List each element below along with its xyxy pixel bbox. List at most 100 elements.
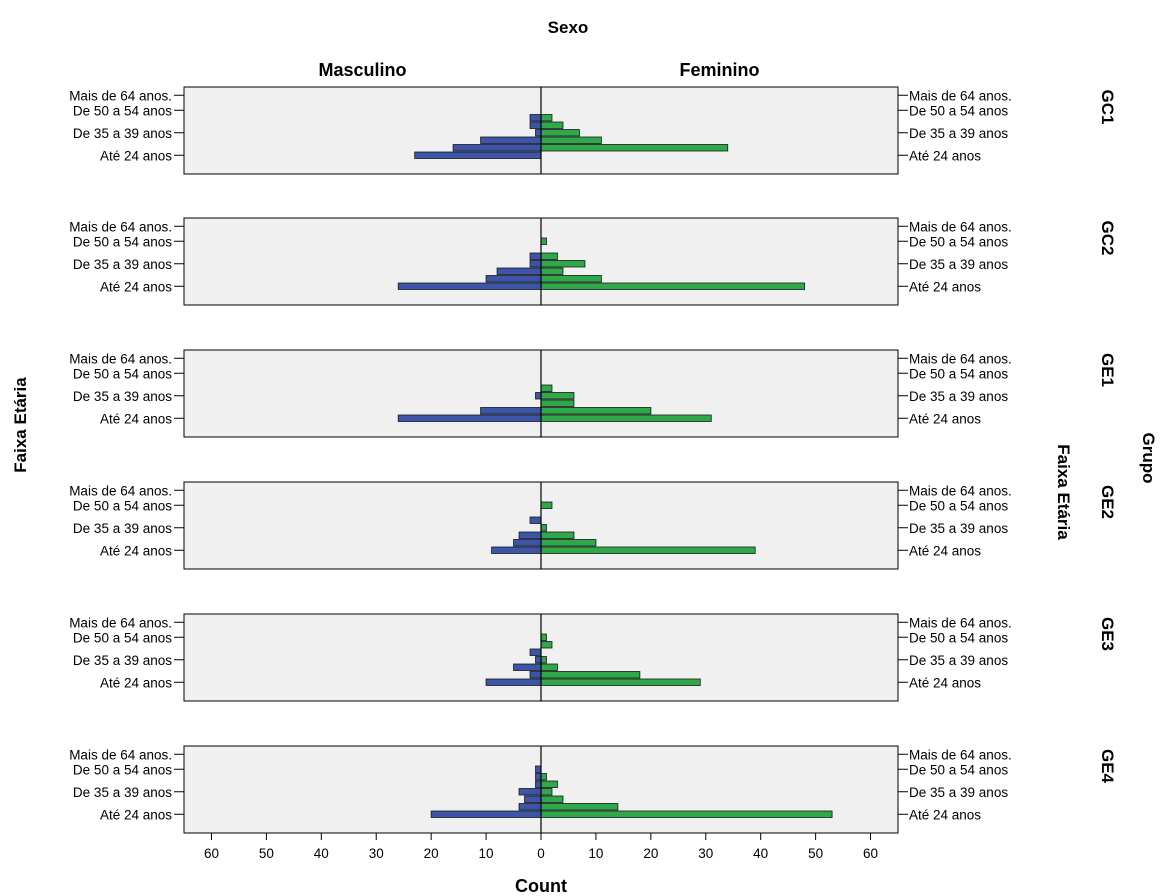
bar-feminino (540, 136, 602, 144)
bar-masculino (518, 531, 542, 539)
y-tick-label-right: De 50 a 54 anos (909, 234, 1008, 249)
x-tick-label: 50 (259, 846, 274, 861)
bar-feminino (540, 546, 756, 554)
y-tick-label-right: De 50 a 54 anos (909, 762, 1008, 777)
bar-masculino (496, 267, 542, 275)
bar-feminino (540, 275, 602, 283)
bar-masculino (452, 144, 542, 152)
y-tick-label-right: De 50 a 54 anos (909, 630, 1008, 645)
column-header-feminino: Feminino (680, 60, 760, 80)
bar-feminino (540, 671, 641, 679)
bar-feminino (540, 780, 558, 788)
panel-label: GE1 (1098, 353, 1117, 387)
x-tick-label: 40 (314, 846, 329, 861)
bar-masculino (529, 671, 542, 679)
bar-feminino (540, 803, 619, 811)
y-tick-label-left: De 50 a 54 anos (73, 498, 172, 513)
bar-masculino (491, 546, 542, 554)
y-tick-label-right: De 50 a 54 anos (909, 366, 1008, 381)
bar-masculino (535, 392, 542, 400)
bar-feminino (540, 407, 652, 415)
y-tick-label-left: Mais de 64 anos. (69, 615, 172, 630)
bar-feminino (540, 788, 553, 796)
x-tick-label: 0 (537, 846, 545, 861)
bar-feminino (540, 539, 597, 547)
bar-feminino (540, 678, 701, 686)
y-tick-label-right: De 35 a 39 anos (909, 389, 1008, 404)
panel-label: GC2 (1098, 221, 1117, 256)
bar-feminino (540, 633, 547, 641)
bar-masculino (535, 773, 542, 781)
x-tick-label: 20 (424, 846, 439, 861)
bar-feminino (540, 795, 564, 803)
y-tick-label-left: De 50 a 54 anos (73, 630, 172, 645)
bar-feminino (540, 656, 547, 664)
panel-label: GE2 (1098, 485, 1117, 519)
x-tick-label: 30 (698, 846, 713, 861)
bar-masculino (529, 648, 542, 656)
bar-masculino (535, 656, 542, 664)
bar-feminino (540, 773, 547, 781)
bar-feminino (540, 414, 712, 422)
bar-feminino (540, 129, 580, 137)
bar-masculino (524, 795, 542, 803)
bar-feminino (540, 384, 553, 392)
y-tick-label-right: Mais de 64 anos. (909, 88, 1012, 103)
y-tick-label-left: Até 24 anos (100, 148, 172, 163)
y-tick-label-right: Até 24 anos (909, 279, 981, 294)
y-tick-label-left: Até 24 anos (100, 279, 172, 294)
bar-masculino (430, 810, 542, 818)
y-tick-label-right: De 35 a 39 anos (909, 257, 1008, 272)
y-tick-label-left: De 50 a 54 anos (73, 366, 172, 381)
bar-feminino (540, 282, 806, 290)
bar-masculino (529, 252, 542, 260)
y-tick-label-left: De 35 a 39 anos (73, 257, 172, 272)
y-tick-label-left: De 50 a 54 anos (73, 234, 172, 249)
bar-masculino (529, 260, 542, 268)
bar-masculino (480, 136, 542, 144)
x-tick-label: 10 (479, 846, 494, 861)
bar-masculino (518, 788, 542, 796)
x-tick-label: 60 (863, 846, 878, 861)
y-tick-label-left: Até 24 anos (100, 411, 172, 426)
bar-feminino (540, 121, 564, 129)
y-tick-label-left: De 35 a 39 anos (73, 785, 172, 800)
x-tick-label: 30 (369, 846, 384, 861)
y-tick-label-right: Mais de 64 anos. (909, 351, 1012, 366)
y-tick-label-left: Mais de 64 anos. (69, 483, 172, 498)
y-axis-title-right: Faixa Etária (1054, 444, 1073, 540)
bar-masculino (513, 539, 542, 547)
bar-masculino (535, 129, 542, 137)
panel-label: GC1 (1098, 90, 1117, 125)
bar-feminino (540, 392, 575, 400)
bar-feminino (540, 114, 553, 122)
y-tick-label-right: Até 24 anos (909, 675, 981, 690)
y-axis-title-left: Faixa Etária (11, 377, 30, 473)
y-tick-label-right: De 50 a 54 anos (909, 103, 1008, 118)
x-tick-label: 10 (588, 846, 603, 861)
y-tick-label-right: Mais de 64 anos. (909, 615, 1012, 630)
y-tick-label-left: De 35 a 39 anos (73, 126, 172, 141)
bar-feminino (540, 237, 547, 245)
x-tick-label: 40 (753, 846, 768, 861)
y-tick-label-left: Mais de 64 anos. (69, 219, 172, 234)
y-tick-label-right: Até 24 anos (909, 148, 981, 163)
y-tick-label-left: De 50 a 54 anos (73, 103, 172, 118)
bar-feminino (540, 267, 564, 275)
bar-feminino (540, 810, 833, 818)
bar-feminino (540, 663, 558, 671)
column-header-masculino: Masculino (318, 60, 406, 80)
y-tick-label-left: Até 24 anos (100, 807, 172, 822)
y-tick-label-right: Mais de 64 anos. (909, 219, 1012, 234)
bar-masculino (485, 678, 542, 686)
y-tick-label-left: De 35 a 39 anos (73, 521, 172, 536)
y-tick-label-right: Mais de 64 anos. (909, 747, 1012, 762)
x-axis-title: Count (515, 876, 567, 896)
bar-masculino (529, 114, 542, 122)
bar-feminino (540, 260, 586, 268)
y-tick-label-left: Mais de 64 anos. (69, 351, 172, 366)
bar-feminino (540, 531, 575, 539)
x-tick-label: 20 (643, 846, 658, 861)
y-tick-label-left: Mais de 64 anos. (69, 88, 172, 103)
